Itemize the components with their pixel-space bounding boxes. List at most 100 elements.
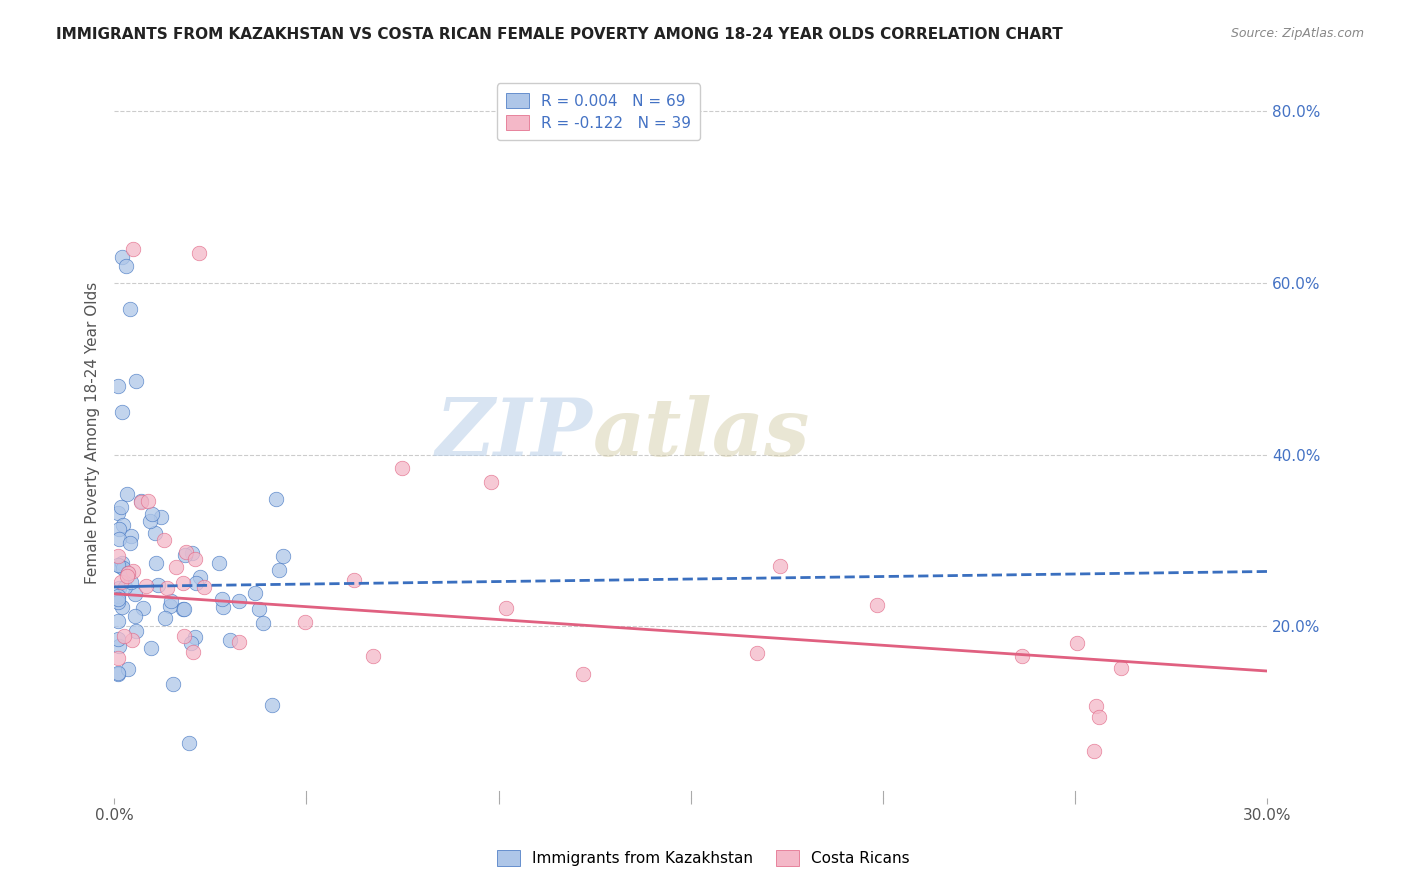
- Point: [866, 598, 889, 612]
- Point: [124, 587, 146, 601]
- Point: [208, 556, 231, 570]
- Text: Source: ZipAtlas.com: Source: ZipAtlas.com: [1230, 27, 1364, 40]
- Point: [125, 624, 148, 638]
- Point: [1011, 649, 1033, 664]
- Point: [262, 698, 284, 712]
- Point: [243, 586, 266, 600]
- Point: [120, 575, 142, 590]
- Point: [145, 556, 167, 570]
- Point: [107, 532, 129, 546]
- Point: [107, 614, 129, 628]
- Text: ZIP: ZIP: [436, 394, 593, 472]
- Point: [129, 494, 152, 508]
- Point: [117, 662, 139, 676]
- Point: [145, 526, 167, 541]
- Point: [211, 591, 233, 606]
- Point: [495, 601, 517, 615]
- Point: [571, 666, 593, 681]
- Point: [141, 640, 163, 655]
- Point: [172, 602, 194, 616]
- Point: [111, 518, 134, 533]
- Point: [172, 576, 194, 591]
- Point: [125, 374, 148, 388]
- Point: [162, 677, 184, 691]
- Point: [181, 645, 204, 659]
- Point: [146, 577, 169, 591]
- Point: [174, 548, 197, 562]
- Point: [149, 510, 172, 524]
- Point: [1083, 744, 1105, 758]
- Point: [111, 556, 134, 570]
- Point: [107, 667, 129, 681]
- Point: [153, 611, 176, 625]
- Point: [117, 566, 139, 580]
- Point: [228, 634, 250, 648]
- Point: [156, 581, 179, 595]
- Point: [252, 615, 274, 630]
- Point: [107, 549, 129, 563]
- Point: [118, 301, 141, 316]
- Point: [107, 379, 129, 393]
- Point: [264, 491, 287, 506]
- Point: [118, 536, 141, 550]
- Point: [122, 242, 145, 256]
- Point: [187, 246, 209, 260]
- Point: [120, 529, 142, 543]
- Point: [193, 580, 215, 594]
- Point: [121, 632, 143, 647]
- Point: [267, 563, 290, 577]
- Point: [110, 500, 132, 514]
- Point: [1066, 636, 1088, 650]
- Point: [294, 615, 316, 629]
- Point: [138, 514, 160, 528]
- Point: [1087, 710, 1109, 724]
- Point: [769, 559, 792, 574]
- Point: [107, 558, 129, 572]
- Point: [179, 736, 201, 750]
- Text: atlas: atlas: [593, 394, 810, 472]
- Point: [343, 573, 366, 587]
- Point: [107, 651, 129, 665]
- Y-axis label: Female Poverty Among 18-24 Year Olds: Female Poverty Among 18-24 Year Olds: [86, 282, 100, 584]
- Point: [108, 522, 131, 536]
- Point: [391, 460, 413, 475]
- Point: [180, 636, 202, 650]
- Point: [107, 632, 129, 646]
- Point: [745, 646, 768, 660]
- Point: [117, 569, 139, 583]
- Point: [211, 600, 233, 615]
- Point: [111, 405, 134, 419]
- Legend: R = 0.004   N = 69, R = -0.122   N = 39: R = 0.004 N = 69, R = -0.122 N = 39: [496, 84, 700, 140]
- Point: [122, 564, 145, 578]
- Point: [129, 495, 152, 509]
- Point: [184, 576, 207, 591]
- Point: [174, 544, 197, 558]
- Point: [114, 580, 136, 594]
- Point: [159, 599, 181, 613]
- Point: [117, 566, 139, 580]
- Point: [136, 494, 159, 508]
- Point: [107, 666, 129, 681]
- Point: [165, 559, 187, 574]
- Point: [112, 629, 135, 643]
- Point: [141, 507, 163, 521]
- Point: [1109, 661, 1132, 675]
- Point: [247, 601, 270, 615]
- Point: [107, 595, 129, 609]
- Point: [124, 608, 146, 623]
- Point: [361, 648, 384, 663]
- Point: [115, 486, 138, 500]
- Point: [108, 639, 131, 653]
- Point: [107, 591, 129, 606]
- Point: [271, 549, 294, 563]
- Point: [111, 251, 134, 265]
- Legend: Immigrants from Kazakhstan, Costa Ricans: Immigrants from Kazakhstan, Costa Ricans: [488, 841, 918, 875]
- Point: [108, 558, 131, 573]
- Point: [131, 601, 153, 615]
- Point: [173, 629, 195, 643]
- Point: [173, 602, 195, 616]
- Point: [228, 594, 250, 608]
- Point: [111, 561, 134, 575]
- Point: [153, 533, 176, 547]
- Text: IMMIGRANTS FROM KAZAKHSTAN VS COSTA RICAN FEMALE POVERTY AMONG 18-24 YEAR OLDS C: IMMIGRANTS FROM KAZAKHSTAN VS COSTA RICA…: [56, 27, 1063, 42]
